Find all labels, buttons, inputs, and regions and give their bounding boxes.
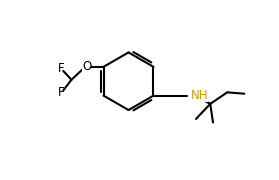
Text: F: F bbox=[58, 86, 64, 99]
Text: F: F bbox=[58, 62, 64, 75]
Text: O: O bbox=[82, 60, 91, 73]
Text: NH: NH bbox=[191, 89, 208, 102]
